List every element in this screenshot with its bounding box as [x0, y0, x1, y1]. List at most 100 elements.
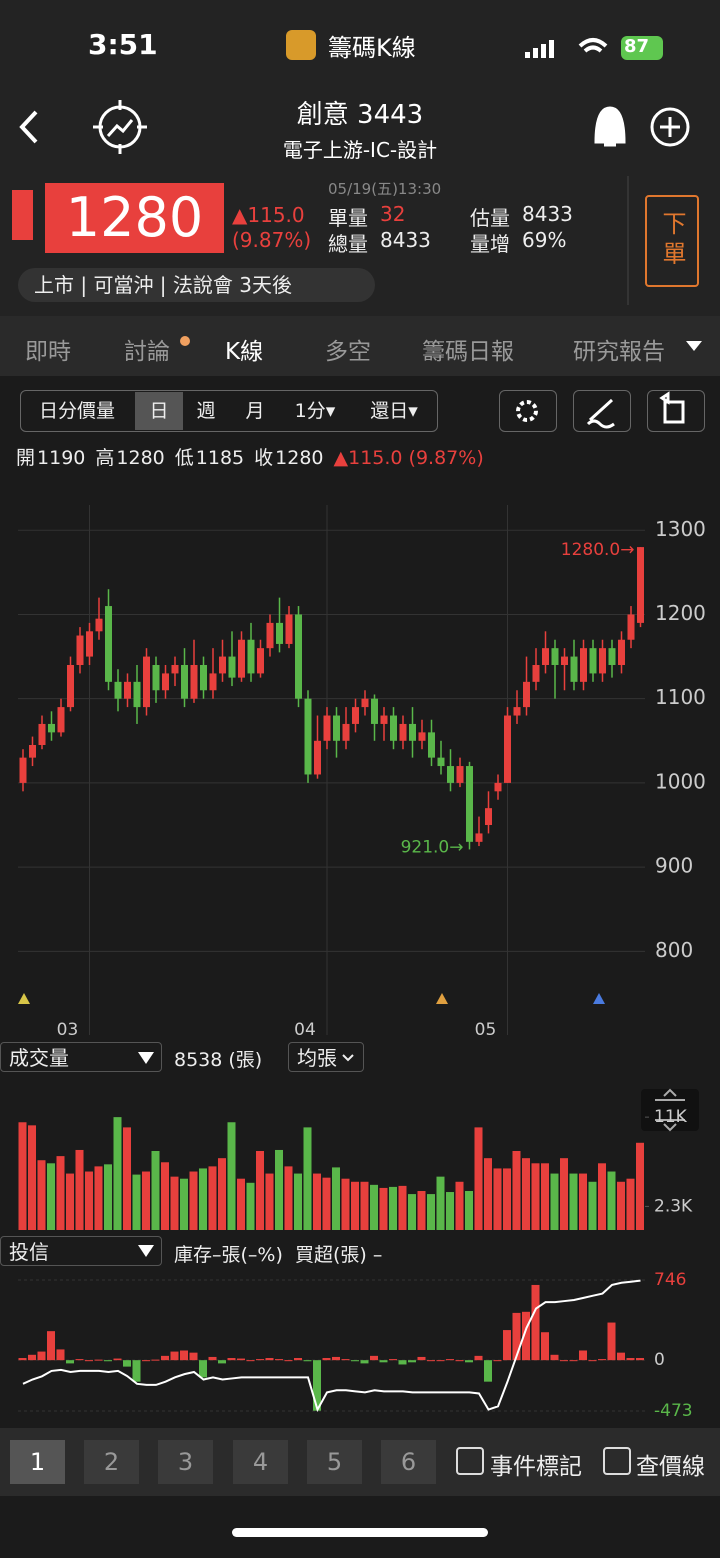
tab[interactable]: 多空 [325, 339, 371, 365]
trust-bar [379, 1360, 388, 1363]
trust-bar [560, 1360, 568, 1362]
page-button[interactable]: 3 [158, 1440, 213, 1484]
ohlc-value: 1280 [116, 447, 165, 469]
candle-body [152, 665, 160, 691]
tab[interactable]: 籌碼日報 [422, 339, 514, 365]
page-button[interactable]: 1 [10, 1440, 65, 1484]
candle-body [238, 639, 245, 678]
candle-body [29, 745, 36, 758]
volume-bar [550, 1173, 559, 1230]
page-button[interactable]: 2 [84, 1440, 139, 1484]
volume-bar [531, 1163, 540, 1230]
inventory-line [22, 1279, 641, 1413]
tab[interactable]: K線 [225, 339, 264, 365]
trust-bar [617, 1352, 625, 1361]
tags: 上市 | 可當沖 | 法說會 3天後 [18, 268, 375, 302]
candle-body [504, 715, 511, 783]
trust-bar [75, 1359, 84, 1361]
ohlc-label: 開 [16, 447, 36, 469]
trust-bar [94, 1359, 103, 1361]
candle-body [409, 723, 416, 741]
volume-bar [436, 1176, 445, 1230]
toolbar-button[interactable]: 日 [135, 392, 183, 430]
volume-bar [455, 1181, 464, 1230]
checkbox[interactable] [603, 1447, 631, 1475]
volume-select[interactable]: 成交量 [0, 1042, 162, 1072]
candle-body [124, 681, 131, 699]
candle-body [48, 723, 55, 733]
trust-bar [569, 1360, 578, 1362]
x-tick-label: 05 [475, 1020, 497, 1040]
stat-value: 8433 [522, 202, 573, 226]
volume-bar [484, 1158, 492, 1230]
toolbar-button[interactable]: 日分價量 [38, 400, 115, 422]
trust-bar [189, 1352, 198, 1361]
rotate-button[interactable] [647, 390, 705, 432]
trust-legend: 庫存–張(–%) 買超(張) – [174, 1244, 383, 1266]
add-icon[interactable] [650, 107, 690, 147]
y-tick-label: 1000 [655, 769, 706, 793]
volume-bar [417, 1191, 426, 1230]
candle-body [485, 808, 492, 825]
volume-bar [265, 1173, 274, 1230]
checkbox-label: 事件標記 [490, 1454, 582, 1480]
draw-button[interactable] [573, 390, 631, 432]
candle-body [304, 698, 312, 775]
checkbox[interactable] [456, 1447, 484, 1475]
candle-body [428, 732, 435, 758]
candle-body [352, 707, 359, 724]
volume-bar [75, 1149, 84, 1230]
trust-bar [465, 1360, 473, 1363]
volume-bar [503, 1168, 511, 1230]
stat-value: 8433 [380, 228, 431, 252]
toolbar-button[interactable]: 週 [196, 400, 216, 422]
candle-body [447, 766, 454, 783]
trust-select[interactable]: 投信 [0, 1236, 162, 1266]
trust-bar [389, 1359, 397, 1361]
add-icon-cross [660, 117, 680, 137]
battery [621, 36, 663, 60]
stat-value: 32 [380, 202, 406, 226]
volume-bar [28, 1125, 36, 1230]
volume-title: 成交量 [9, 1046, 69, 1070]
tab[interactable]: 研究報告 [573, 339, 665, 365]
trust-bar [322, 1358, 331, 1361]
toolbar-button[interactable]: 還日▾ [370, 400, 418, 422]
candle-body [276, 622, 283, 644]
candle-body [494, 782, 502, 792]
tabs-more[interactable] [686, 341, 702, 351]
trust-bar [484, 1360, 492, 1382]
order-button[interactable]: 下單 [645, 195, 699, 287]
ohlc-label: 收 [254, 447, 274, 469]
candle-body [105, 606, 112, 682]
toolbar-button[interactable]: 1分▾ [294, 400, 336, 422]
signal-icon [525, 40, 554, 58]
page-button[interactable]: 4 [233, 1440, 288, 1484]
datetime: 05/19(五)13:30 [328, 180, 442, 198]
tab[interactable]: 討論 [124, 339, 170, 365]
candle-body [570, 656, 578, 682]
trust-bar [265, 1358, 274, 1361]
trust-bar [455, 1360, 464, 1362]
avg-button[interactable]: 均張 [288, 1042, 364, 1072]
candle-body [637, 547, 644, 623]
checkbox-label: 查價線 [636, 1454, 705, 1480]
volume-bar [142, 1171, 150, 1230]
trust-bar [161, 1355, 169, 1361]
trust-bar [474, 1355, 483, 1361]
stat-label: 估量 [470, 206, 510, 230]
trust-bar [170, 1351, 179, 1361]
home-indicator [232, 1528, 488, 1537]
back-icon[interactable] [19, 110, 38, 144]
page-button[interactable]: 6 [381, 1440, 436, 1484]
candle-body [532, 665, 540, 682]
bell-icon[interactable] [594, 106, 626, 147]
page-button[interactable]: 5 [307, 1440, 362, 1484]
candle-body [371, 698, 378, 724]
rotate-icon [659, 391, 685, 424]
tab[interactable]: 即時 [25, 339, 71, 365]
toolbar-button[interactable]: 月 [245, 400, 265, 422]
trust-bar [28, 1354, 36, 1361]
settings-button[interactable] [499, 390, 557, 432]
candle-body [209, 673, 217, 691]
